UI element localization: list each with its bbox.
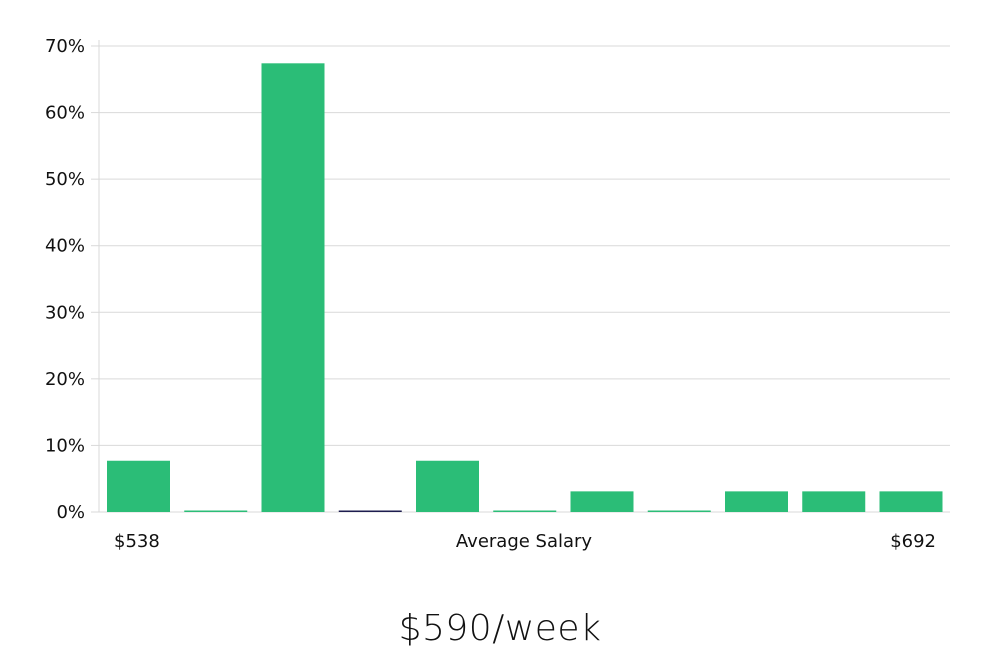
histogram-bars	[107, 63, 943, 513]
bar	[570, 491, 634, 512]
y-tick-label: 40%	[45, 236, 85, 257]
bar	[107, 460, 170, 512]
bar	[416, 460, 479, 512]
average-salary-headline: $590/week	[398, 608, 602, 649]
bar	[647, 510, 711, 512]
y-tick-label: 70%	[45, 36, 85, 57]
bar	[184, 510, 248, 512]
y-axis-tick-labels: 0% 10% 20% 30% 40% 50% 60% 70%	[45, 36, 85, 523]
x-axis-max-label: $692	[890, 531, 936, 552]
y-tick-label: 0%	[56, 502, 85, 523]
y-tick-label: 10%	[45, 435, 85, 456]
y-tick-label: 60%	[45, 103, 85, 124]
bar	[725, 491, 788, 512]
bar	[879, 491, 943, 512]
x-axis-min-label: $538	[114, 531, 160, 552]
bar-highlighted	[338, 510, 402, 512]
bar	[493, 510, 557, 512]
y-tick-label: 30%	[45, 302, 85, 323]
gridlines	[91, 45, 950, 513]
x-axis-title: Average Salary	[456, 531, 593, 552]
salary-distribution-chart: 0% 10% 20% 30% 40% 50% 60% 70% $538 Average Sal…	[45, 36, 950, 552]
y-tick-label: 50%	[45, 169, 85, 190]
bar	[802, 491, 866, 512]
y-tick-label: 20%	[45, 369, 85, 390]
bar	[261, 63, 325, 513]
